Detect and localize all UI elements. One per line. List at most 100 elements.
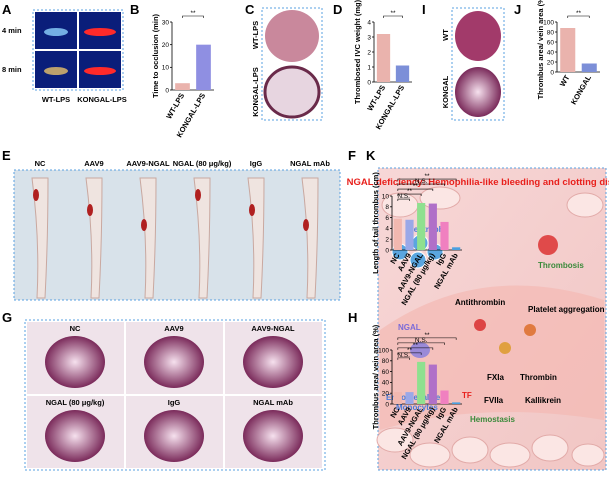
vessel — [243, 336, 303, 388]
k-label: Thrombin — [520, 373, 557, 382]
cells — [376, 186, 605, 468]
significance-bracket — [397, 183, 445, 187]
row-label: KONGAL — [441, 75, 450, 108]
group-label: NGAL (80 μg/kg) — [46, 398, 105, 407]
y-tick-label: 1 — [367, 64, 371, 71]
significance-label: ** — [424, 173, 430, 180]
y-tick-label: 4 — [385, 226, 389, 233]
factor — [499, 342, 511, 354]
image — [455, 67, 501, 117]
k-label: Kallikrein — [525, 396, 561, 405]
k-label: NGAL — [398, 323, 421, 332]
y-tick-label: 40 — [547, 49, 555, 56]
thrombus — [33, 189, 39, 201]
significance-label: N.S. — [415, 178, 428, 185]
group-label: AAV9 — [164, 324, 183, 333]
bar — [196, 44, 211, 90]
y-axis-label: Time to occlusion (min) — [151, 13, 160, 98]
significance-label: ** — [407, 347, 413, 354]
panel-letter: K — [366, 148, 376, 163]
bar — [405, 219, 414, 250]
panel-letter: E — [2, 148, 11, 163]
thrombus — [195, 189, 201, 201]
significance-label: ** — [190, 10, 196, 17]
y-axis-label: Length of tail thrombus (cm) — [371, 172, 380, 274]
group-label: NGAL mAb — [290, 159, 330, 168]
y-axis-label: Thrombosed IVC weight (mg) — [353, 0, 362, 104]
row-label: KONGAL-LPS — [251, 67, 260, 117]
significance-label: ** — [407, 188, 413, 195]
factor — [474, 319, 486, 331]
image — [263, 65, 321, 119]
y-tick-label: 4 — [367, 19, 371, 26]
group-label: NGAL (80 μg/kg) — [173, 159, 232, 168]
bar — [581, 63, 597, 72]
image — [455, 11, 501, 61]
significance-label: N.S. — [415, 337, 428, 344]
k-label: TF — [462, 391, 472, 400]
significance-label: N.S. — [397, 193, 410, 200]
y-tick-label: 20 — [162, 42, 170, 49]
vessel — [44, 28, 68, 36]
y-tick-label: 0 — [385, 401, 389, 408]
frame — [451, 7, 505, 121]
k-label: Hemostasis — [470, 415, 515, 424]
panel-c: WT-LPS KONGAL-LPS — [251, 7, 323, 121]
y-axis-label: Thrombus area/ vein area (%) — [536, 0, 545, 99]
y-tick-label: 20 — [382, 391, 390, 398]
k-label: Antithrombin — [455, 298, 505, 307]
significance-bracket — [397, 198, 410, 202]
significance-bracket — [397, 193, 422, 197]
bar — [452, 247, 461, 250]
significance-label: ** — [576, 10, 582, 17]
significance-label: ** — [390, 10, 396, 17]
significance-bracket — [397, 357, 410, 360]
vessel — [45, 336, 105, 388]
bar — [175, 83, 190, 90]
image — [265, 10, 319, 62]
frame — [32, 9, 124, 91]
significance-label: ** — [413, 183, 419, 190]
panel-letter: D — [333, 2, 342, 17]
significance-bracket — [397, 352, 422, 355]
k-label: Endothelial cell — [386, 393, 445, 402]
y-tick-label: 100 — [543, 19, 554, 26]
thrombus — [538, 235, 558, 255]
y-tick-label: 20 — [547, 59, 555, 66]
bar — [560, 28, 576, 72]
significance-bracket — [397, 188, 434, 192]
bar — [428, 364, 437, 404]
significance-label: N.S. — [397, 352, 410, 359]
panel-letter: A — [2, 2, 12, 17]
x-tick-label: WT-LPS — [164, 92, 186, 121]
significance-bracket — [397, 178, 457, 182]
k-label: FVIIa — [484, 396, 504, 405]
vessel — [84, 28, 116, 36]
row-label: 8 min — [2, 65, 22, 74]
k-title: NGAL deficiency: Hemophilia-like bleedin… — [347, 177, 609, 188]
group-label: AAV9-NGAL — [126, 159, 170, 168]
vessel — [84, 67, 116, 75]
tail — [31, 177, 49, 299]
bar — [428, 203, 437, 250]
bar — [395, 65, 410, 82]
panel-e: NC AAV9 AAV9-NGAL NGAL (80 μg/kg) IgG NGAL mA… — [13, 159, 341, 301]
y-tick-label: 10 — [382, 193, 390, 200]
group-label: NC — [35, 159, 46, 168]
y-tick-label: 60 — [382, 369, 390, 376]
y-tick-label: 0 — [367, 79, 371, 86]
y-tick-label: 10 — [162, 65, 170, 72]
y-tick-label: 6 — [385, 215, 389, 222]
significance-label: ** — [424, 332, 430, 339]
row-label: 4 min — [2, 26, 22, 35]
significance-bracket — [567, 15, 590, 18]
significance-bracket — [182, 15, 204, 18]
column-label: WT-LPS — [42, 95, 70, 104]
k-label: Platelet aggregation — [528, 305, 605, 314]
panel-letters: A B C D E F G H I J K — [2, 2, 521, 325]
significance-bracket — [397, 342, 445, 345]
bar — [393, 218, 402, 250]
bar — [417, 361, 426, 404]
significance-bracket — [397, 347, 434, 350]
